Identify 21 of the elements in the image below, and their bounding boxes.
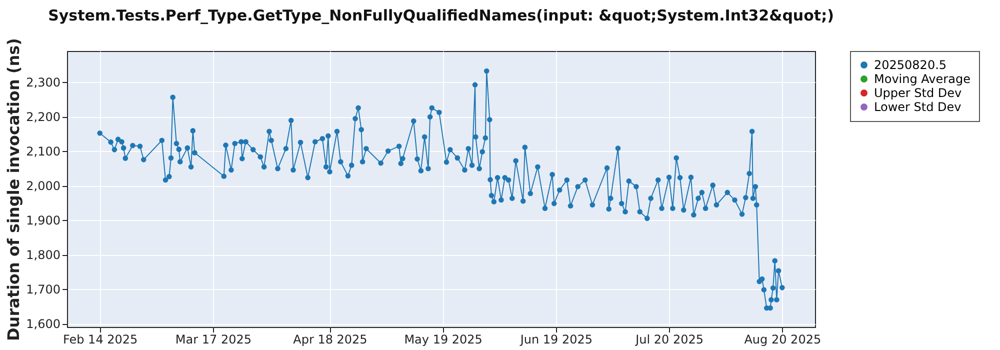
- legend-label: Upper Std Dev: [874, 86, 962, 100]
- x-tick-label: Feb 14 2025: [62, 332, 138, 346]
- y-tick-label: 2,000: [26, 179, 60, 194]
- y-axis-title: Duration of single invocation (ns): [4, 38, 24, 341]
- y-tick-label: 1,700: [26, 282, 60, 297]
- legend-label: Lower Std Dev: [874, 100, 962, 114]
- y-tick-label: 1,600: [26, 317, 60, 332]
- y-tick-label: 2,300: [26, 76, 60, 90]
- chart-title: System.Tests.Perf_Type.GetType_NonFullyQualifiedNames(input: &quot;System.Int32&quot;): [48, 6, 834, 25]
- y-tick-label: 2,200: [26, 110, 60, 124]
- legend-label: 20250820.5: [874, 58, 947, 72]
- x-tick-label: May 19 2025: [404, 332, 482, 346]
- x-tick-label: Aug 20 2025: [744, 332, 822, 346]
- x-tick-label: Apr 18 2025: [293, 332, 368, 346]
- y-tick-label: 2,100: [26, 144, 60, 159]
- x-tick-label: Mar 17 2025: [175, 332, 252, 346]
- y-tick-label: 1,800: [26, 248, 60, 262]
- legend-label: Moving Average: [874, 72, 970, 86]
- x-tick-label: Jun 19 2025: [519, 332, 593, 346]
- y-tick-label: 1,900: [26, 214, 60, 228]
- x-tick-label: Jul 20 2025: [634, 332, 704, 346]
